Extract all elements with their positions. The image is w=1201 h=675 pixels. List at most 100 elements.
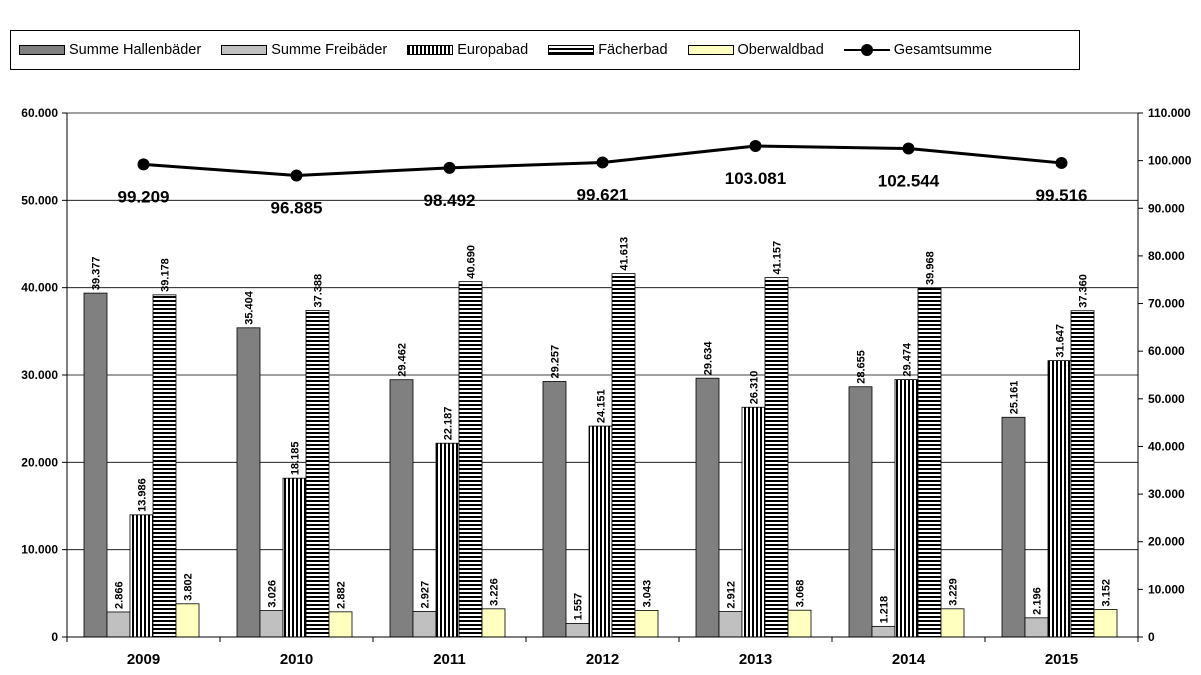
- bar-value-label: 39.377: [91, 256, 103, 290]
- y-right-tick-label: 90.000: [1148, 201, 1185, 215]
- bar-value-label: 3.043: [642, 580, 654, 608]
- bar-value-label: 22.187: [443, 407, 455, 441]
- bar-value-label: 3.802: [183, 573, 195, 601]
- y-left-tick-label: 20.000: [21, 455, 58, 469]
- y-right-tick-label: 10.000: [1148, 582, 1185, 596]
- total-value-label: 96.885: [271, 198, 323, 217]
- bar: [848, 386, 873, 638]
- y-right-tick-label: 40.000: [1148, 439, 1185, 453]
- bar-value-label: 41.613: [619, 237, 631, 271]
- legend-swatch: [221, 45, 268, 55]
- y-right-tick-label: 30.000: [1148, 487, 1185, 501]
- legend-swatch: [407, 45, 454, 55]
- bar: [458, 281, 483, 638]
- bar: [741, 406, 766, 638]
- legend-label: Europabad: [457, 42, 529, 58]
- bar-value-label: 37.388: [313, 274, 325, 308]
- bar-value-label: 1.557: [573, 593, 585, 621]
- bar-value-label: 2.912: [726, 581, 738, 609]
- bar: [106, 611, 131, 638]
- y-right-tick-label: 0: [1148, 630, 1155, 644]
- x-tick-label: 2009: [127, 651, 160, 668]
- bar-value-label: 1.218: [879, 596, 891, 624]
- bar: [152, 294, 177, 638]
- x-tick-label: 2014: [892, 651, 926, 668]
- bar-value-label: 39.178: [160, 258, 172, 292]
- bar-value-label: 29.634: [703, 341, 715, 376]
- y-left-tick-label: 40.000: [21, 281, 58, 295]
- total-value-label: 98.492: [424, 191, 476, 210]
- bar: [894, 379, 919, 638]
- y-right-tick-label: 110.000: [1148, 106, 1191, 120]
- bar-value-label: 24.151: [596, 389, 608, 423]
- bar: [259, 610, 284, 638]
- bar: [1001, 416, 1026, 638]
- bar: [435, 442, 460, 638]
- bar: [83, 292, 108, 638]
- bar: [542, 381, 567, 638]
- total-value-label: 99.209: [118, 187, 170, 206]
- bar: [236, 327, 261, 638]
- bar: [305, 310, 330, 638]
- y-left-tick-label: 60.000: [21, 106, 58, 120]
- bar: [871, 625, 896, 638]
- x-tick-label: 2010: [280, 651, 313, 668]
- bar-value-label: 29.257: [550, 345, 562, 379]
- bar-value-label: 28.655: [856, 350, 868, 384]
- bar: [565, 623, 590, 638]
- total-point: [443, 161, 456, 174]
- x-tick-label: 2011: [433, 651, 466, 668]
- bar: [1024, 617, 1049, 638]
- bar-value-label: 2.196: [1032, 587, 1044, 615]
- y-right-tick-label: 80.000: [1148, 249, 1185, 263]
- bar: [588, 425, 613, 638]
- bar-value-label: 37.360: [1078, 274, 1090, 308]
- bar: [1093, 609, 1118, 638]
- bar-value-label: 3.026: [267, 580, 279, 608]
- bar-value-label: 29.474: [902, 342, 914, 377]
- legend-label: Fächerbad: [598, 42, 668, 58]
- legend-item: Summe Freibäder: [221, 42, 387, 58]
- bar: [412, 611, 437, 638]
- total-point: [902, 142, 915, 155]
- legend-line-marker: [843, 43, 890, 57]
- legend-label: Summe Freibäder: [271, 42, 388, 58]
- legend-item: Fächerbad: [548, 42, 668, 58]
- legend-label: Oberwaldbad: [737, 42, 824, 58]
- total-value-label: 99.516: [1036, 186, 1088, 205]
- bar: [282, 477, 307, 638]
- x-tick-label: 2012: [586, 651, 619, 668]
- total-value-label: 99.621: [577, 185, 629, 204]
- bar-value-label: 25.161: [1009, 381, 1021, 415]
- total-value-label: 103.081: [725, 169, 786, 188]
- bar: [611, 273, 636, 638]
- bar: [481, 608, 506, 638]
- y-right-tick-label: 60.000: [1148, 344, 1185, 358]
- bar-value-label: 41.157: [772, 241, 784, 275]
- bar-value-label: 18.185: [290, 442, 302, 476]
- legend-item: Summe Hallenbäder: [19, 42, 201, 58]
- bar: [1047, 360, 1072, 638]
- y-right-tick-label: 50.000: [1148, 392, 1185, 406]
- bar-value-label: 2.866: [114, 581, 126, 609]
- bar: [389, 379, 414, 638]
- bar: [328, 611, 353, 638]
- bar: [917, 287, 942, 638]
- bar: [940, 608, 965, 638]
- total-point: [290, 169, 303, 182]
- bar: [1070, 310, 1095, 638]
- bar: [695, 377, 720, 638]
- bar-value-label: 3.229: [948, 578, 960, 606]
- bar-value-label: 39.968: [925, 251, 937, 285]
- y-left-tick-label: 0: [51, 630, 58, 644]
- total-value-label: 102.544: [878, 172, 940, 191]
- y-right-tick-label: 70.000: [1148, 297, 1185, 311]
- total-point: [749, 139, 762, 152]
- bar: [787, 609, 812, 638]
- bar-value-label: 13.986: [137, 478, 149, 512]
- bar-value-label: 26.310: [749, 371, 761, 405]
- legend-swatch: [548, 45, 595, 55]
- bar-value-label: 3.226: [489, 578, 501, 606]
